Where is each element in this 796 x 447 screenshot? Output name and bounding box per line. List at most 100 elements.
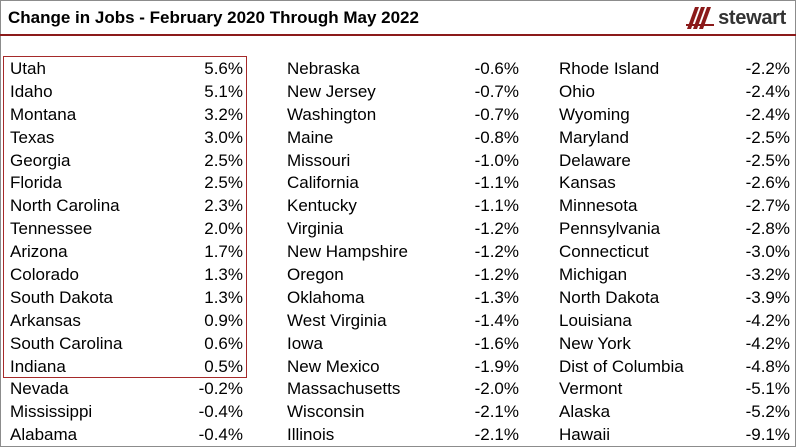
job-change-value: -0.6%	[474, 59, 519, 78]
state-name: Dist of Columbia	[559, 356, 684, 376]
state-name: Louisiana	[559, 310, 632, 330]
table-row: Florida 2.5%	[10, 172, 243, 195]
state-name: Maryland	[559, 127, 629, 147]
table-row: Illinois -2.1%	[287, 424, 519, 447]
table-row: Montana 3.2%	[10, 104, 243, 127]
table-row: Texas 3.0%	[10, 127, 243, 150]
table-row: Maine -0.8%	[287, 127, 519, 150]
table-row: Louisiana -4.2%	[559, 310, 790, 333]
table-row: Pennsylvania -2.8%	[559, 218, 790, 241]
table-row: Alaska -5.2%	[559, 401, 790, 424]
table-row: West Virginia -1.4%	[287, 310, 519, 333]
job-change-value: 1.7%	[204, 242, 243, 262]
table-row: New Hampshire -1.2%	[287, 241, 519, 264]
state-column-1: Utah 5.6% Idaho 5.1% Montana 3.2% Texas 3.0% Geo…	[10, 58, 243, 447]
job-change-value: -2.8%	[745, 219, 790, 239]
table-row: Alabama -0.4%	[10, 424, 243, 447]
job-change-value: -2.1%	[474, 402, 519, 422]
table-row: Iowa -1.6%	[287, 333, 519, 356]
table-row: Maryland -2.5%	[559, 127, 790, 150]
state-name: Pennsylvania	[559, 219, 661, 239]
state-name: Alaska	[559, 402, 611, 422]
state-name: Georgia	[10, 150, 71, 170]
table-row: Idaho 5.1%	[10, 81, 243, 104]
state-name: Missouri	[287, 150, 351, 170]
state-name: South Carolina	[10, 333, 123, 353]
job-change-value: -1.3%	[474, 287, 519, 307]
job-change-value: 2.5%	[204, 150, 243, 170]
table-row: South Dakota 1.3%	[10, 287, 243, 310]
table-row: Dist of Columbia -4.8%	[559, 356, 790, 379]
table-row: Minnesota -2.7%	[559, 195, 790, 218]
state-name: New Hampshire	[287, 242, 408, 262]
state-name: Minnesota	[559, 196, 638, 216]
table-row: Virginia -1.2%	[287, 218, 519, 241]
state-name: Kentucky	[287, 196, 357, 216]
state-name: Hawaii	[559, 425, 611, 445]
table-row: Colorado 1.3%	[10, 264, 243, 287]
job-change-value: -3.2%	[745, 265, 790, 285]
table-row: South Carolina 0.6%	[10, 333, 243, 356]
job-change-value: -0.4%	[198, 402, 243, 422]
job-change-value: 3.2%	[204, 104, 243, 124]
job-change-value: -4.2%	[745, 333, 790, 353]
job-change-value: 2.3%	[204, 196, 243, 216]
job-change-value: -4.8%	[745, 356, 790, 376]
state-name: Connecticut	[559, 242, 649, 262]
state-name: New York	[559, 333, 631, 353]
state-name: Wisconsin	[287, 402, 365, 422]
state-name: Kansas	[559, 173, 616, 193]
job-change-value: -1.9%	[474, 356, 519, 376]
state-name: Michigan	[559, 265, 628, 285]
state-name: Oregon	[287, 265, 344, 285]
table-row: Michigan -3.2%	[559, 264, 790, 287]
job-change-value: -0.7%	[474, 104, 519, 124]
table-row: New Mexico -1.9%	[287, 356, 519, 379]
job-change-value: -3.9%	[745, 287, 790, 307]
state-name: Vermont	[559, 379, 623, 399]
state-name: Tennessee	[10, 219, 93, 239]
table-row: Nevada -0.2%	[10, 378, 243, 401]
job-change-value: -5.1%	[745, 379, 790, 399]
job-change-value: -4.2%	[745, 310, 790, 330]
table-row: Hawaii -9.1%	[559, 424, 790, 447]
table-row: North Dakota -3.9%	[559, 287, 790, 310]
table-row: Oregon -1.2%	[287, 264, 519, 287]
table-row: Washington -0.7%	[287, 104, 519, 127]
job-change-value: -2.7%	[745, 196, 790, 216]
table-row: Connecticut -3.0%	[559, 241, 790, 264]
table-row: Vermont -5.1%	[559, 378, 790, 401]
job-change-value: 2.0%	[204, 219, 243, 239]
job-change-value: 5.1%	[204, 81, 243, 101]
job-change-value: 3.0%	[204, 127, 243, 147]
state-column-2: Nebraska -0.6% New Jersey -0.7% Washington -0…	[287, 58, 519, 447]
state-name: Arizona	[10, 242, 68, 262]
job-change-value: -0.7%	[474, 81, 519, 101]
table-row: New Jersey -0.7%	[287, 81, 519, 104]
state-name: Nebraska	[287, 59, 360, 78]
state-name: Delaware	[559, 150, 631, 170]
table-row: Rhode Island -2.2%	[559, 58, 790, 81]
stewart-slash-logo-icon	[686, 7, 715, 29]
state-name: California	[287, 173, 359, 193]
table-row: Wisconsin -2.1%	[287, 401, 519, 424]
table-row: Georgia 2.5%	[10, 150, 243, 173]
state-name: Oklahoma	[287, 287, 365, 307]
state-name: Arkansas	[10, 310, 81, 330]
state-name: Ohio	[559, 81, 595, 101]
table-row: Ohio -2.4%	[559, 81, 790, 104]
state-column-3: Rhode Island -2.2% Ohio -2.4% Wyoming -2.4% Ma…	[559, 58, 790, 447]
state-name: Massachusetts	[287, 379, 401, 399]
job-change-value: -1.0%	[474, 150, 519, 170]
job-change-value: -1.6%	[474, 333, 519, 353]
state-name: Maine	[287, 127, 334, 147]
job-change-value: -1.4%	[474, 310, 519, 330]
job-change-value: 0.9%	[204, 310, 243, 330]
job-change-value: -5.2%	[745, 402, 790, 422]
state-name: New Jersey	[287, 81, 376, 101]
table-row: Arizona 1.7%	[10, 241, 243, 264]
table-row: Indiana 0.5%	[10, 356, 243, 379]
state-name: Nevada	[10, 379, 69, 399]
table-row: Mississippi -0.4%	[10, 401, 243, 424]
table-row: Wyoming -2.4%	[559, 104, 790, 127]
